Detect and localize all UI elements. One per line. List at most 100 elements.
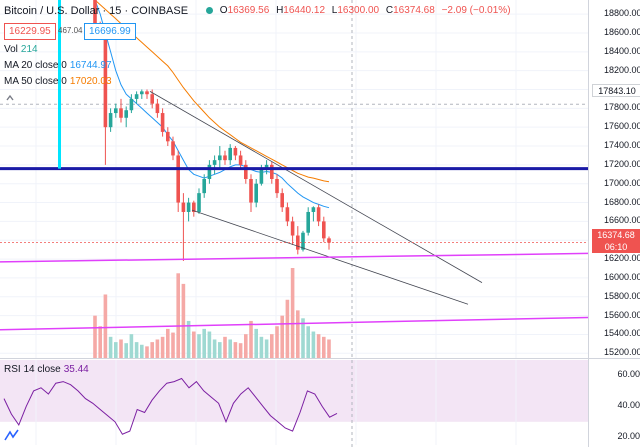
tradingview-logo-icon — [4, 429, 19, 441]
volume-bar — [233, 342, 238, 358]
collapse-legend-icon[interactable] — [4, 92, 16, 104]
ma20-legend[interactable]: MA 20 close 0 16744.97 — [4, 60, 112, 71]
low-value: 16300.00 — [337, 5, 380, 16]
candle-body — [270, 164, 274, 179]
close-value: 16374.68 — [393, 5, 435, 16]
candle-body — [311, 207, 316, 212]
price-tick-label: 16200.00 — [604, 253, 640, 264]
volume-bar — [176, 273, 180, 358]
volume-bar — [285, 299, 290, 358]
ma50-value: 17020.03 — [69, 76, 112, 87]
candle-body — [124, 110, 128, 118]
volume-bar — [296, 310, 300, 358]
volume-bar — [306, 326, 310, 358]
candle-body — [259, 169, 264, 184]
interval: 15 — [109, 5, 122, 17]
volume-bar — [322, 336, 326, 358]
candle-body — [212, 160, 217, 165]
volume-bar — [249, 320, 253, 358]
spread-value: 467.04 — [58, 26, 83, 35]
symbol-title[interactable]: Bitcoin / U.S. Dollar · 15 · COINBASE — [4, 5, 189, 17]
candle-body — [306, 211, 310, 233]
price-tick-label: 17000.00 — [604, 177, 640, 188]
volume-bar — [311, 331, 316, 358]
volume-bar — [301, 318, 305, 358]
candle-body — [145, 91, 149, 95]
rsi-line — [3, 377, 338, 435]
exchange: COINBASE — [131, 5, 189, 17]
volume-bar — [202, 328, 206, 358]
volume-bar — [218, 342, 222, 358]
candle-body — [202, 179, 206, 194]
volume-bar — [280, 315, 284, 358]
volume-bar — [114, 342, 118, 358]
ma50-legend[interactable]: MA 50 close 0 17020.03 — [4, 76, 112, 87]
volume-bar — [119, 339, 123, 358]
volume-bar — [192, 331, 196, 358]
candle-body — [228, 147, 232, 161]
candle-body — [197, 193, 201, 212]
volume-bar — [108, 336, 113, 358]
volume-bar — [166, 328, 170, 358]
volume-bar — [212, 339, 217, 358]
price-tick-label: 18400.00 — [604, 45, 640, 56]
candle-body — [134, 94, 139, 99]
support-line-upper — [0, 252, 589, 263]
price-tick-label: 15800.00 — [604, 290, 640, 301]
volume-bar — [140, 344, 144, 358]
ohlc-readout: O16369.56 H16440.12 L16300.00 C16374.68 … — [206, 5, 511, 16]
candle-body — [218, 155, 222, 161]
rsi-tick-label: 60.00 — [617, 369, 640, 380]
candle-body — [114, 108, 118, 114]
volume-bar — [275, 326, 279, 358]
candle-body — [316, 207, 321, 222]
candle-body — [207, 164, 212, 179]
candle-body — [186, 202, 191, 212]
volume-bar — [160, 336, 165, 358]
volume-bar — [197, 334, 201, 358]
volume-bar — [207, 331, 212, 358]
candle-body — [93, 0, 97, 24]
volume-bar — [223, 336, 227, 358]
candle-body — [103, 32, 108, 128]
rsi-band — [0, 360, 588, 422]
candle-body — [280, 193, 284, 208]
volume-bar — [155, 339, 160, 358]
volume-bar — [134, 342, 139, 358]
candle-body — [249, 179, 253, 203]
ma20-value: 16744.97 — [69, 60, 112, 71]
price-tick-label: 16000.00 — [604, 271, 640, 282]
candle-body — [160, 113, 165, 132]
volume-bar — [238, 343, 243, 358]
rsi-legend[interactable]: RSI 14 close 35.44 — [4, 364, 89, 375]
candle-body — [254, 183, 258, 203]
volume-bar — [98, 326, 102, 358]
volume-bar — [186, 320, 191, 358]
price-tick-label: 18600.00 — [604, 26, 640, 37]
symbol-name: Bitcoin / U.S. Dollar — [4, 5, 100, 17]
countdown-tag: 06:10 — [592, 241, 640, 253]
price-tick-label: 15600.00 — [604, 309, 640, 320]
candle-body — [108, 113, 113, 128]
volume-bar — [171, 332, 175, 358]
volume-bar — [181, 283, 186, 358]
candle-body — [140, 91, 144, 95]
buy-price-button[interactable]: 16696.99 — [84, 23, 136, 40]
sell-price-button[interactable]: 16229.95 — [4, 23, 56, 40]
candle-body — [301, 232, 305, 250]
candle-body — [155, 103, 160, 114]
volume-legend[interactable]: Vol 214 — [4, 44, 38, 55]
support-line-lower — [0, 316, 589, 331]
candle-body — [238, 155, 243, 165]
candle-body — [176, 155, 180, 203]
rsi-value: 35.44 — [63, 364, 89, 375]
candle-body — [150, 94, 154, 104]
rsi-tick-label: 40.00 — [617, 400, 640, 411]
candle-body — [322, 221, 326, 239]
candle-body — [192, 202, 196, 212]
volume-bar — [316, 334, 321, 358]
price-tick-label: 18200.00 — [604, 64, 640, 75]
volume-bar — [259, 336, 264, 358]
price-tick-label: 15400.00 — [604, 328, 640, 339]
